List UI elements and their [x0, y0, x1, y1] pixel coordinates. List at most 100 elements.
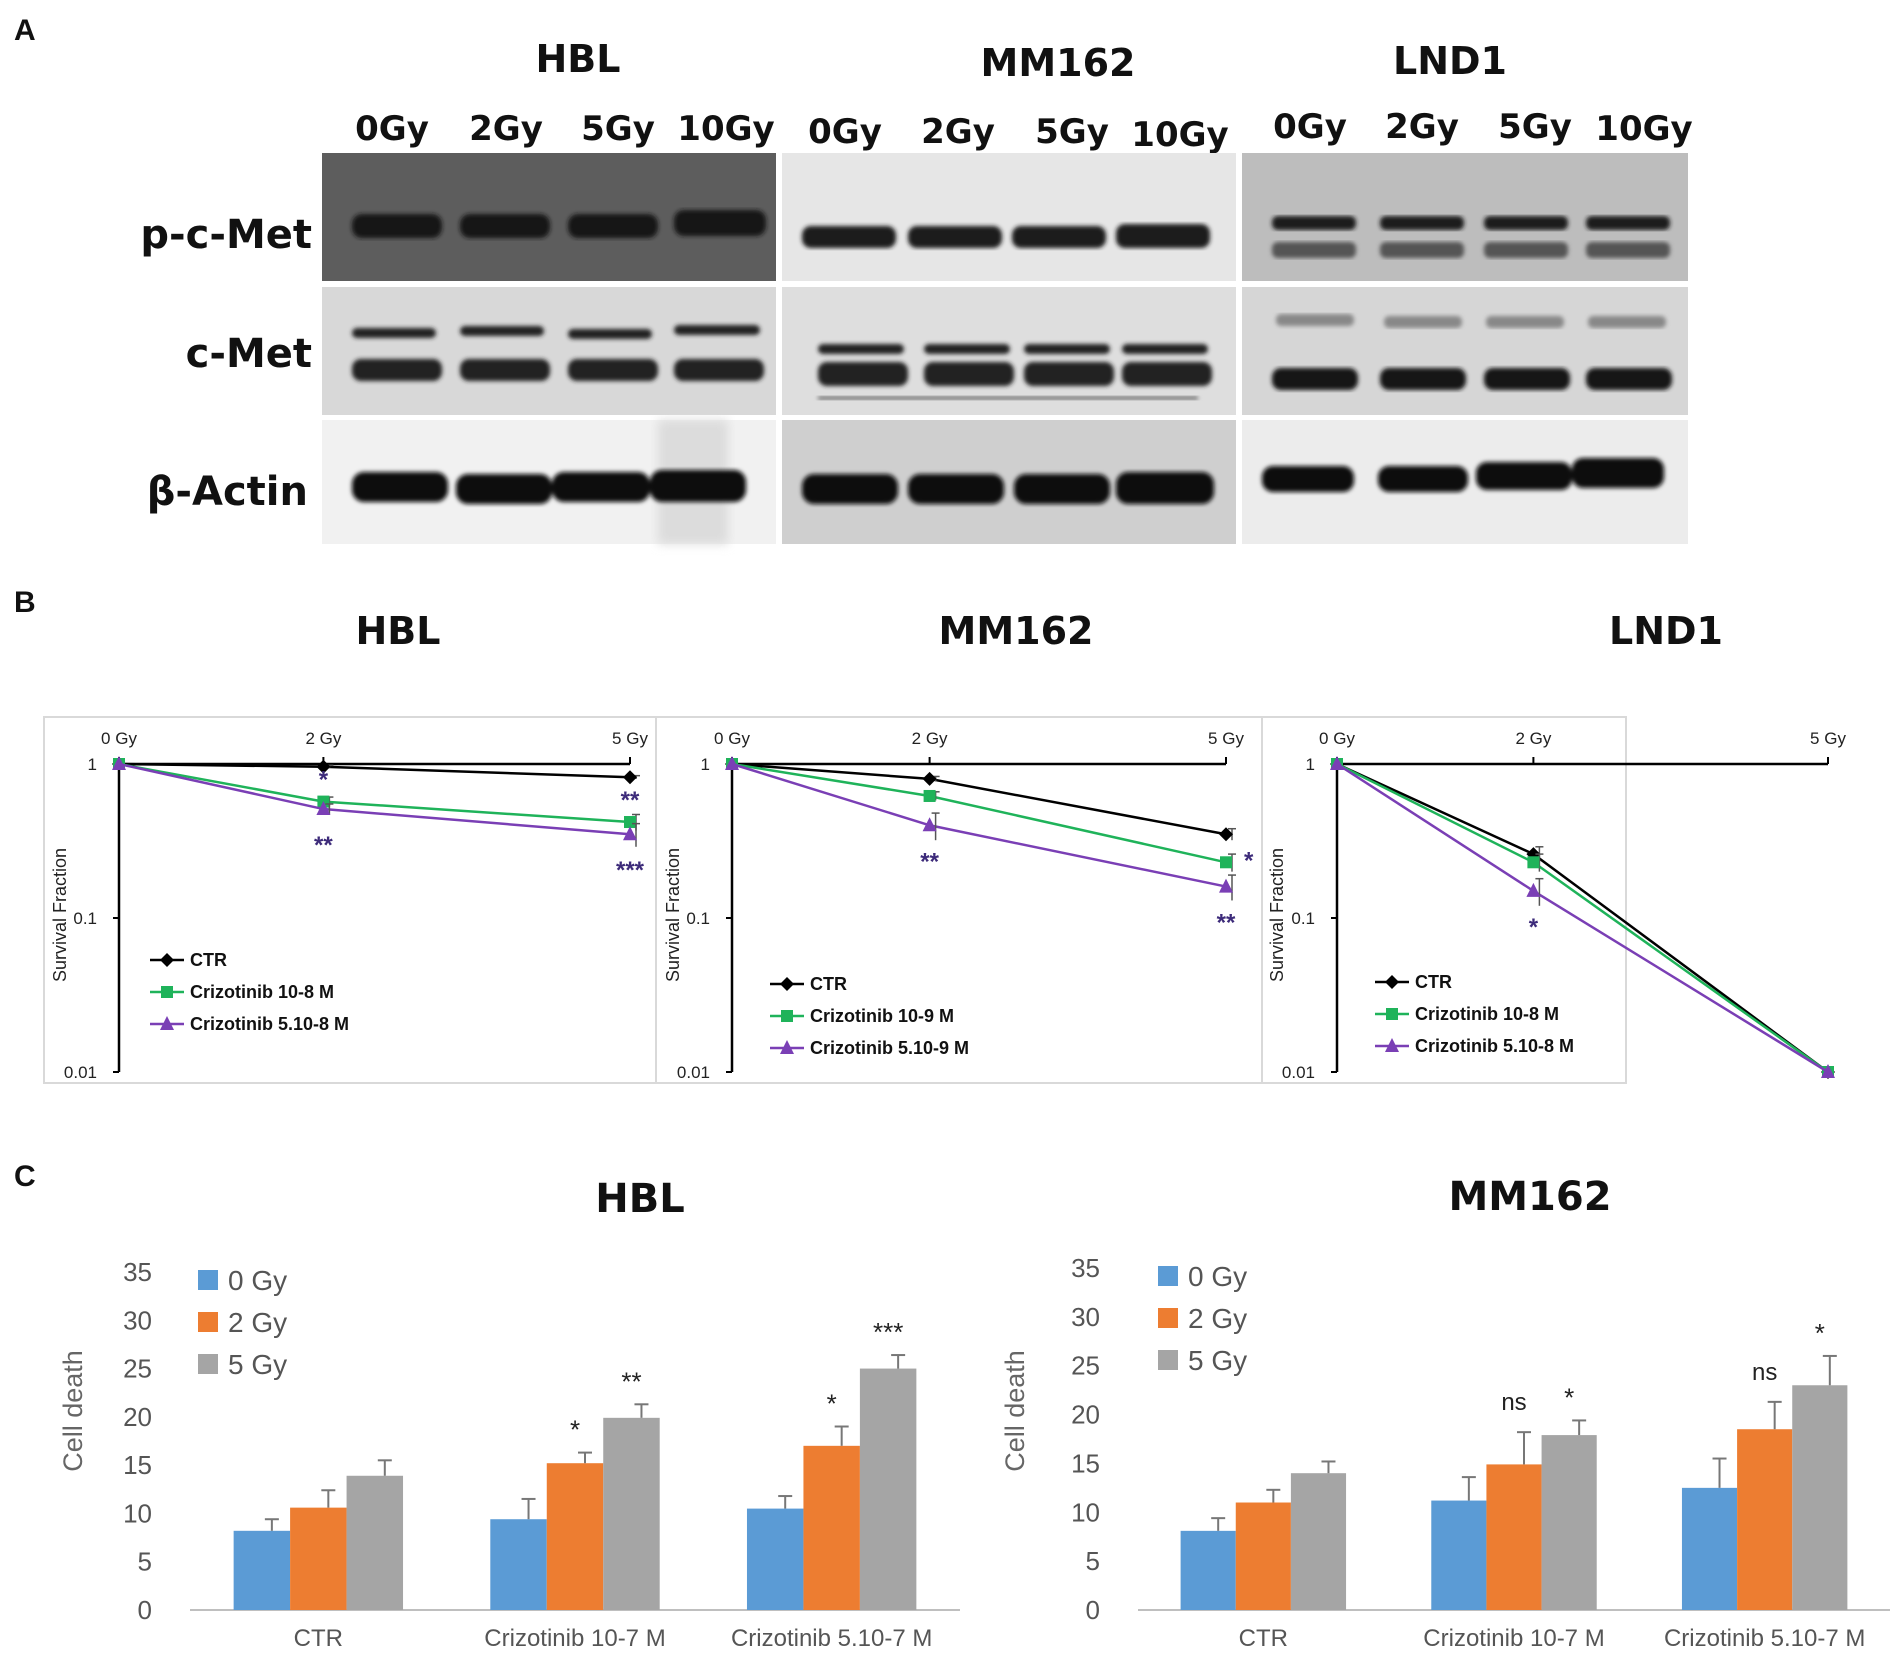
data-point — [1821, 1064, 1835, 1078]
y-tick-label: 1 — [88, 755, 97, 774]
survival-chart: MM162 0 Gy 2 Gy 5 Gy 0.01 0.1 1 Survival Fracti… — [663, 609, 1254, 1082]
blot-mm162-beta-actin — [782, 420, 1236, 544]
data-point — [781, 1010, 793, 1022]
legend-swatch — [198, 1270, 218, 1290]
y-tick-label: 5 — [1086, 1546, 1100, 1576]
cell-line-header: HBL — [536, 37, 621, 81]
significance-label: * — [1564, 1382, 1574, 1412]
lane-label: 5Gy — [581, 109, 655, 149]
y-tick-label: 5 — [138, 1547, 152, 1577]
y-tick-label: 10 — [123, 1498, 152, 1528]
significance-label: ** — [920, 848, 939, 875]
blot-hbl-p-c-met — [322, 153, 776, 281]
x-tick-label: 2 Gy — [1515, 729, 1551, 748]
bar — [1541, 1435, 1597, 1610]
data-point — [1219, 878, 1233, 893]
blot-hbl-beta-actin — [322, 420, 776, 544]
y-tick-label: 30 — [1071, 1302, 1100, 1332]
legend-label: Crizotinib 5.10-8 M — [190, 1014, 349, 1034]
data-point — [623, 770, 637, 785]
lane-label: 2Gy — [469, 109, 543, 149]
chart-title: LND1 — [1609, 609, 1723, 653]
bar — [546, 1463, 604, 1610]
legend-swatch — [198, 1312, 218, 1332]
y-tick-label: 0.01 — [1282, 1063, 1315, 1082]
chart-title: HBL — [356, 609, 441, 653]
y-tick-label: 15 — [1071, 1448, 1100, 1478]
y-axis-label: Survival Fraction — [50, 848, 70, 982]
panel-label-b: B — [14, 586, 36, 619]
lane-label: 0Gy — [808, 112, 882, 152]
panel-b: B HBL 0 Gy 2 Gy 5 Gy 0.01 0.1 1 Survival Fracti… — [14, 586, 1846, 1084]
bar — [490, 1519, 547, 1610]
x-tick-label: 0 Gy — [714, 729, 750, 748]
series: Crizotinib 5.10-8 M — [1330, 756, 1835, 1078]
blot-images — [322, 153, 1688, 544]
lane-label: 10Gy — [1131, 115, 1228, 155]
y-tick-label: 35 — [1071, 1253, 1100, 1283]
data-point — [112, 756, 126, 770]
legend-label: 5 Gy — [228, 1349, 287, 1380]
blot-hbl-c-met — [322, 287, 776, 415]
significance-label: ** — [1217, 910, 1236, 937]
significance-label: ns — [1752, 1359, 1777, 1386]
panel-a: A HBL MM162 LND1 0Gy 2Gy 5Gy 10Gy 0Gy 2G… — [14, 14, 1693, 544]
blot-mm162-c-met — [782, 287, 1236, 415]
legend-label: 5 Gy — [1188, 1345, 1247, 1376]
legend-label: 0 Gy — [1188, 1261, 1247, 1292]
x-tick-label: Crizotinib 10-7 M — [1423, 1625, 1604, 1652]
legend-label: CTR — [810, 974, 847, 994]
data-point — [725, 756, 739, 770]
chart-title: HBL — [595, 1176, 684, 1222]
x-tick-label: 5 Gy — [1810, 729, 1846, 748]
data-point — [1386, 1008, 1398, 1020]
y-tick-label: 15 — [123, 1450, 152, 1480]
bar — [1235, 1502, 1291, 1610]
data-point — [316, 801, 331, 816]
significance-label: * — [1244, 847, 1254, 874]
data-point — [161, 986, 173, 998]
blot-lnd1-c-met — [1242, 287, 1688, 415]
lane-label: 0Gy — [355, 109, 429, 149]
y-tick-label: 0 — [1086, 1595, 1100, 1625]
legend-label: CTR — [190, 950, 227, 970]
bar — [290, 1507, 347, 1610]
bar — [1180, 1530, 1236, 1610]
lane-labels: 0Gy 2Gy 5Gy 10Gy 0Gy 2Gy 5Gy 10Gy 0Gy 2G… — [355, 107, 1693, 155]
lane-label: 0Gy — [1273, 107, 1347, 147]
legend-label: Crizotinib 10-8 M — [1415, 1004, 1559, 1024]
data-point — [923, 789, 936, 802]
legend-label: 2 Gy — [1188, 1303, 1247, 1334]
bar-chart: HBL 0 5 10 15 20 25 30 35 Cell death CTR Crizotinib… — [58, 1176, 960, 1652]
x-tick-label: Crizotinib 10-7 M — [484, 1625, 665, 1652]
x-tick-label: Crizotinib 5.10-7 M — [1664, 1625, 1865, 1652]
x-tick-label: CTR — [294, 1625, 343, 1652]
significance-label: ** — [621, 787, 640, 814]
legend-label: 2 Gy — [228, 1307, 287, 1338]
bar — [1290, 1473, 1347, 1610]
panel-label-a: A — [14, 14, 36, 47]
row-label: β-Actin — [147, 469, 308, 515]
legend-label: Crizotinib 10-8 M — [190, 982, 334, 1002]
x-tick-label: 5 Gy — [1208, 729, 1244, 748]
bar — [746, 1508, 804, 1610]
data-point — [1220, 856, 1232, 869]
lane-label: 2Gy — [921, 112, 995, 152]
legend-swatch — [1158, 1308, 1178, 1328]
blot-mm162-p-c-met — [782, 153, 1236, 281]
series: Crizotinib 5.10-9 M — [725, 756, 1236, 1058]
significance-label: *** — [616, 857, 645, 884]
data-point — [160, 953, 174, 967]
y-tick-label: 30 — [123, 1305, 152, 1335]
y-tick-label: 1 — [1306, 755, 1315, 774]
bar — [233, 1530, 291, 1610]
data-point — [922, 771, 937, 786]
significance-label: * — [1529, 914, 1539, 941]
chart-title: MM162 — [1448, 1174, 1611, 1220]
significance-label: ns — [1501, 1389, 1526, 1416]
y-tick-label: 0.01 — [677, 1063, 710, 1082]
cell-line-headers: HBL MM162 LND1 — [536, 37, 1507, 85]
data-point — [316, 759, 331, 774]
x-tick-label: 5 Gy — [612, 729, 648, 748]
chart-title: MM162 — [939, 609, 1094, 653]
